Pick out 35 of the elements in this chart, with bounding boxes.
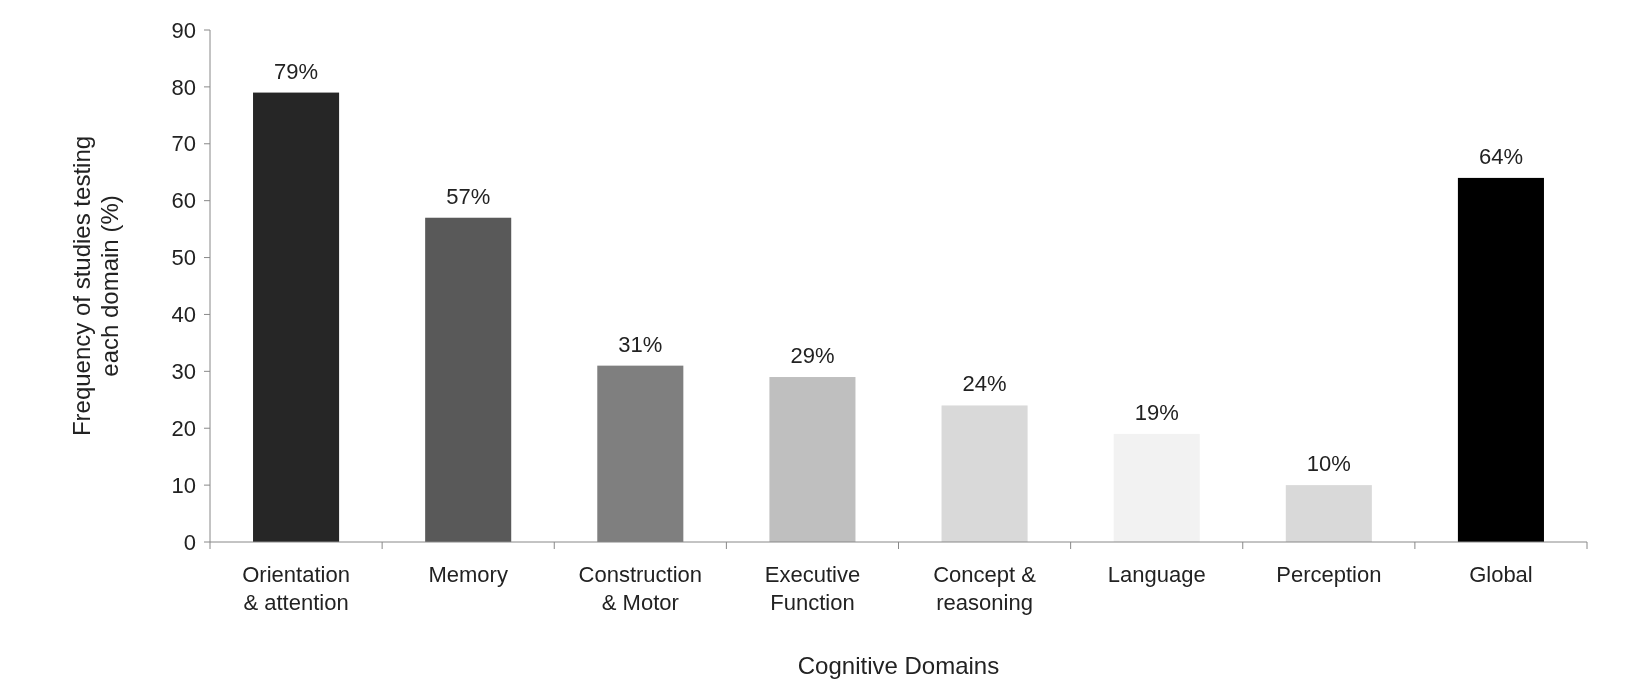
y-tick-label: 10 [171,472,196,498]
y-tick-label: 40 [171,302,196,328]
y-tick-label: 70 [171,131,196,157]
y-axis-title: Frequency of studies testing each domain (%) [68,135,123,437]
y-tick-label: 80 [171,74,196,100]
bar [941,405,1028,542]
y-tick-label: 90 [171,17,196,43]
x-tick-label: Construction & Motor [578,562,703,615]
y-tick-label: 50 [171,245,196,271]
bar [1457,177,1544,542]
x-axis-title: Cognitive Domains [797,652,1000,679]
bar [769,377,856,542]
data-label: 19% [1134,399,1179,425]
data-label: 31% [618,331,663,357]
x-tick-label: Executive Function [764,562,861,615]
y-tick-label: 20 [171,415,196,441]
x-tick-label: Concept & reasoning [933,562,1037,615]
x-tick-label: Language [1107,562,1206,587]
y-tick-label: 0 [183,529,196,555]
x-tick-label: Orientation & attention [242,562,350,615]
data-label: 64% [1478,143,1523,169]
x-tick-label: Memory [428,562,508,587]
x-tick-label: Perception [1276,562,1382,587]
y-tick-label: 60 [171,188,196,214]
y-tick-label: 30 [171,359,196,385]
data-label: 57% [446,183,491,209]
data-label: 24% [962,371,1007,397]
bar [1285,485,1372,542]
bar [425,217,512,542]
bar [1113,433,1200,542]
x-tick-label: Global [1469,562,1533,587]
data-label: 10% [1306,451,1351,477]
data-label: 29% [790,343,835,369]
bar [253,92,340,542]
data-label: 79% [274,58,319,84]
